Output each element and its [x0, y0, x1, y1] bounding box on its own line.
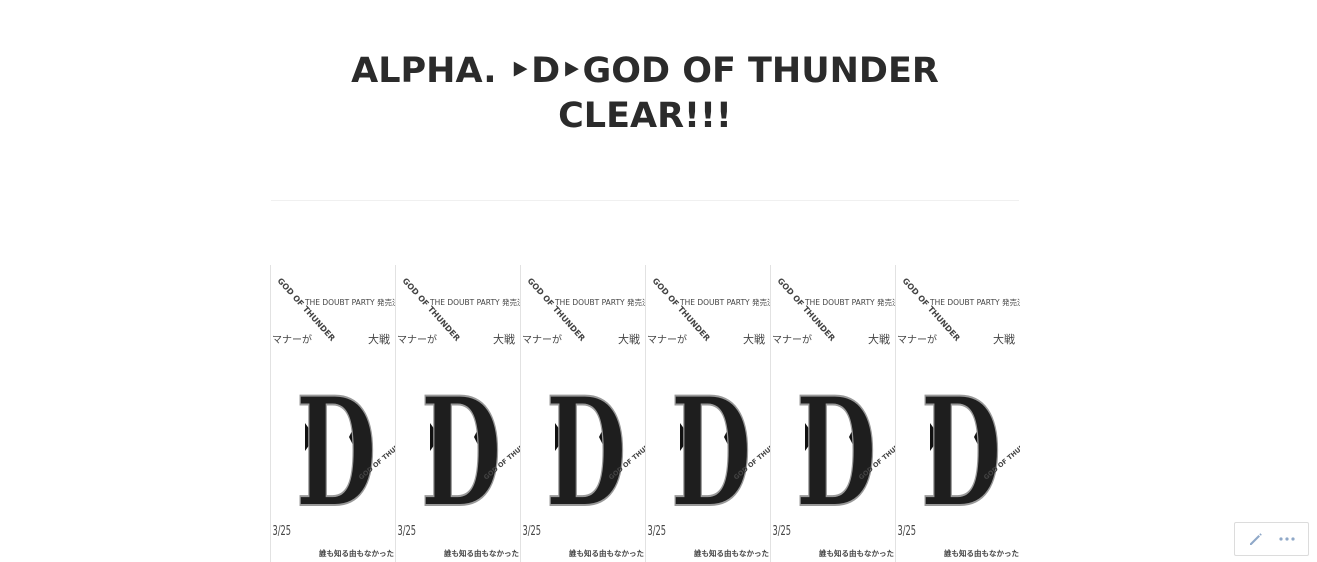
- poster-side-text: GOD OF THUNDER: [526, 276, 587, 343]
- poster-side-text: GOD OF THUNDER: [901, 276, 962, 343]
- pencil-icon: [1250, 533, 1263, 545]
- poster-date: 3/25: [898, 523, 917, 539]
- poster-side-text: GOD OF THUNDER: [401, 276, 462, 343]
- poster-footer-text: 誰も知る由もなかった: [319, 548, 394, 558]
- poster-right-kanji: 大戦: [743, 332, 765, 346]
- poster-footer-text: 誰も知る由もなかった: [819, 548, 894, 558]
- poster-left-kana: マナーが: [897, 333, 937, 346]
- poster-time: 21:00: [273, 560, 297, 562]
- poster-side-text: GOD OF THUNDER: [276, 276, 337, 343]
- poster-panel: GOD OF THUNDER THE DOUBT PARTY 発売決マナーが 大戦 D…: [270, 265, 395, 562]
- poster-big-glyph: D: [796, 366, 877, 541]
- header-divider: [271, 200, 1019, 201]
- poster-header-text: THE DOUBT PARTY 発売決: [429, 297, 520, 307]
- poster-panel: GOD OF THUNDER THE DOUBT PARTY 発売決マナーが 大戦 D…: [395, 265, 520, 562]
- poster-panel: GOD OF THUNDER THE DOUBT PARTY 発売決マナーが 大戦 D…: [645, 265, 770, 562]
- poster-date: 3/25: [648, 523, 667, 539]
- poster-footer-text: 誰も知る由もなかった: [444, 548, 519, 558]
- poster-time: 21:00: [523, 560, 547, 562]
- poster-right-kanji: 大戦: [368, 332, 390, 346]
- poster-big-glyph: D: [296, 366, 377, 541]
- poster-footer-text: 誰も知る由もなかった: [569, 548, 644, 558]
- post-title[interactable]: ALPHA. ‣D‣GOD OF THUNDER CLEAR!!!: [351, 51, 939, 136]
- poster-big-glyph: D: [671, 366, 752, 541]
- poster-panel: GOD OF THUNDER THE DOUBT PARTY 発売決マナーが 大戦 D…: [770, 265, 895, 562]
- poster-date: 3/25: [773, 523, 792, 539]
- poster-right-kanji: 大戦: [868, 332, 890, 346]
- poster-side-text: GOD OF THUNDER: [776, 276, 837, 343]
- poster-header-text: THE DOUBT PARTY 発売決: [929, 297, 1020, 307]
- poster-side-text: GOD OF THUNDER: [651, 276, 712, 343]
- poster-time: 21:00: [648, 560, 672, 562]
- ellipsis-icon: [1279, 537, 1295, 541]
- poster-big-glyph: D: [546, 366, 627, 541]
- poster-header-text: THE DOUBT PARTY 発売決: [804, 297, 895, 307]
- post-header: ALPHA. ‣D‣GOD OF THUNDER CLEAR!!!: [330, 49, 960, 139]
- poster-panel: GOD OF THUNDER THE DOUBT PARTY 発売決マナーが 大戦 D…: [520, 265, 645, 562]
- poster-left-kana: マナーが: [647, 333, 687, 346]
- poster-big-glyph: D: [921, 366, 1002, 541]
- poster-footer-text: 誰も知る由もなかった: [944, 548, 1019, 558]
- poster-left-kana: マナーが: [397, 333, 437, 346]
- poster-header-text: THE DOUBT PARTY 発売決: [554, 297, 645, 307]
- poster-right-kanji: 大戦: [993, 332, 1015, 346]
- poster-image-strip[interactable]: GOD OF THUNDER THE DOUBT PARTY 発売決 マナーが 大戦 D…: [270, 265, 1020, 562]
- poster-date: 3/25: [523, 523, 542, 539]
- floating-edit-toolbar: [1234, 522, 1309, 556]
- poster-date: 3/25: [273, 523, 292, 539]
- poster-time: 21:00: [398, 560, 422, 562]
- more-options-button[interactable]: [1275, 527, 1299, 551]
- poster-right-kanji: 大戦: [493, 332, 515, 346]
- poster-header-text: THE DOUBT PARTY 発売決: [304, 297, 395, 307]
- poster-big-glyph: D: [421, 366, 502, 541]
- poster-time: 21:00: [898, 560, 922, 562]
- poster-left-kana: マナーが: [522, 333, 562, 346]
- poster-left-kana: マナーが: [272, 333, 312, 346]
- edit-button[interactable]: [1244, 527, 1268, 551]
- poster-left-kana: マナーが: [772, 333, 812, 346]
- poster-header-text: THE DOUBT PARTY 発売決: [679, 297, 770, 307]
- poster-time: 21:00: [773, 560, 797, 562]
- poster-footer-text: 誰も知る由もなかった: [694, 548, 769, 558]
- poster-right-kanji: 大戦: [618, 332, 640, 346]
- poster-date: 3/25: [398, 523, 417, 539]
- poster-panel: GOD OF THUNDER THE DOUBT PARTY 発売決マナーが 大戦 D…: [895, 265, 1020, 562]
